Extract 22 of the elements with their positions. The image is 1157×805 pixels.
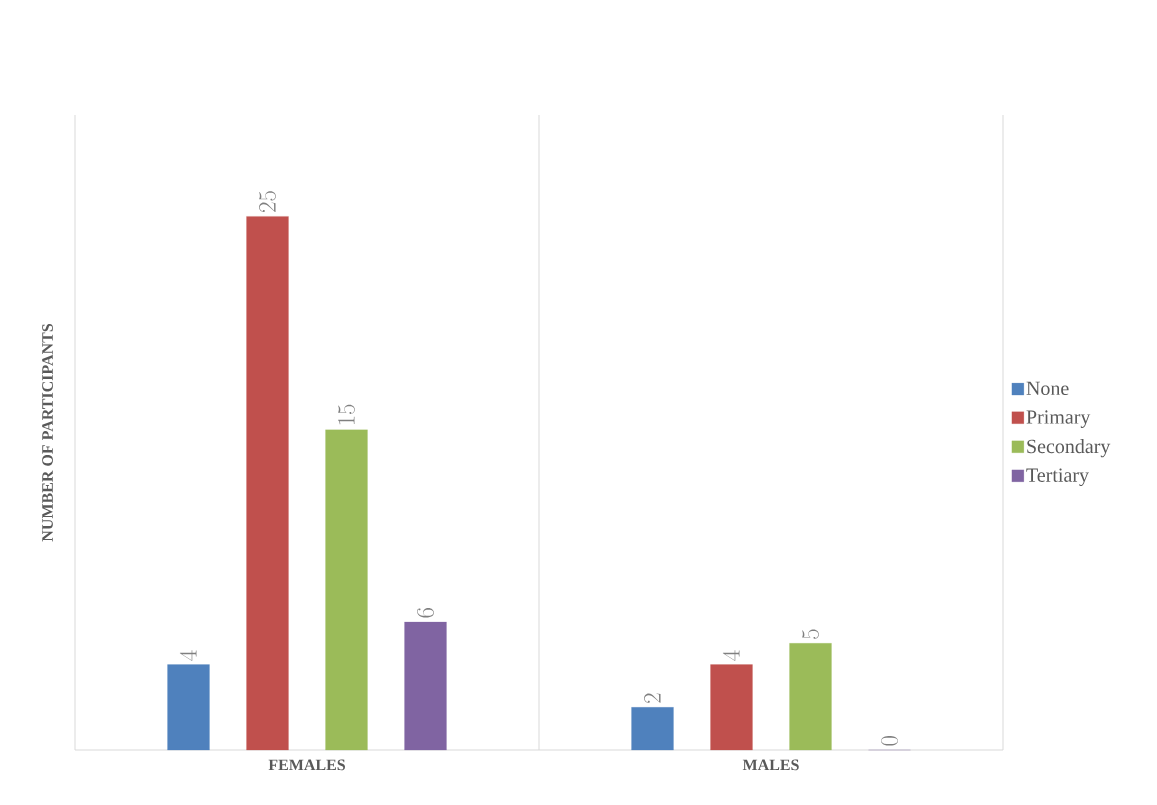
legend-label: Tertiary bbox=[1026, 468, 1089, 487]
data-label: 4 bbox=[179, 650, 197, 661]
legend-label: Primary bbox=[1026, 410, 1091, 428]
data-label: 15 bbox=[338, 404, 355, 425]
y-axis-title: NUMBER OF PARTICIPANTS bbox=[42, 323, 53, 542]
x-tick-label: FEMALES bbox=[268, 759, 345, 771]
data-label: 5 bbox=[802, 629, 819, 639]
bar bbox=[631, 707, 674, 751]
data-label: 4 bbox=[722, 650, 740, 661]
data-label: 0 bbox=[881, 736, 898, 746]
bar bbox=[246, 216, 289, 751]
data-label: 6 bbox=[417, 608, 434, 618]
bar bbox=[404, 621, 447, 751]
bar bbox=[710, 664, 753, 751]
bar bbox=[789, 643, 832, 751]
legend-label: None bbox=[1026, 381, 1069, 396]
bar bbox=[167, 664, 210, 751]
bar bbox=[325, 429, 368, 751]
data-label: 25 bbox=[259, 191, 276, 212]
legend-label: Secondary bbox=[1027, 439, 1111, 458]
x-tick-label: MALES bbox=[742, 759, 799, 771]
data-label: 2 bbox=[644, 693, 661, 703]
